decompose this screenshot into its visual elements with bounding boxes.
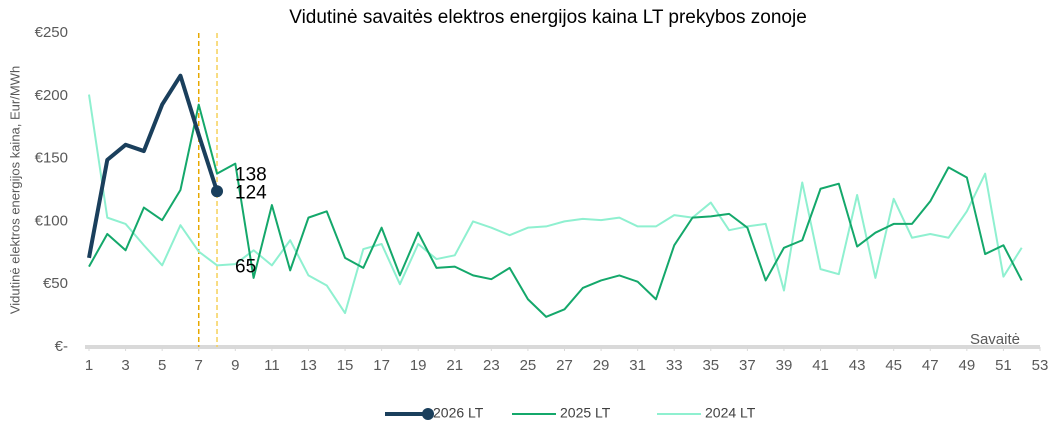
x-tick-label: 13 [300,357,317,374]
series-line [87,73,219,259]
x-tick-label: 21 [446,357,463,374]
y-axis-label: Vidutinė elektros energijos kaina, Eur/M… [7,66,22,314]
legend-label: 2026 LT [433,405,484,421]
legend-label: 2025 LT [560,405,611,421]
x-tick-label: 43 [849,357,866,374]
x-tick-label: 45 [885,357,902,374]
series-line [88,94,1023,315]
y-tick-label: €100 [35,212,68,229]
x-tick-label: 5 [158,357,166,374]
x-tick-label: 29 [593,357,610,374]
data-label: 65 [235,256,256,277]
y-tick-label: €- [55,338,68,355]
x-tick-label: 15 [337,357,354,374]
x-tick-label: 23 [483,357,500,374]
x-tick-label: 25 [520,357,537,374]
x-tick-label: 39 [776,357,793,374]
data-label: 124 [235,182,267,203]
x-axis-label: Savaitė [970,331,1020,348]
x-tick-label: 17 [373,357,390,374]
x-tick-label: 3 [121,357,129,374]
x-tick-label: 27 [556,357,573,374]
x-tick-label: 19 [410,357,427,374]
chart-title: Vidutinė savaitės elektros energijos kai… [289,7,807,28]
y-tick-label: €50 [43,275,68,292]
x-tick-label: 1 [85,357,93,374]
x-tick-label: 37 [739,357,756,374]
x-tick-label: 41 [812,357,829,374]
x-tick-label: 47 [922,357,939,374]
x-tick-label: 33 [666,357,683,374]
x-tick-label: 31 [629,357,646,374]
legend-label: 2024 LT [705,405,756,421]
legend-marker [422,408,434,420]
y-tick-label: €200 [35,87,68,104]
x-tick-label: 51 [995,357,1012,374]
marker [211,185,224,198]
x-tick-label: 9 [231,357,239,374]
x-tick-label: 35 [702,357,719,374]
x-tick-label: 7 [195,357,203,374]
series-line [88,103,1023,318]
x-tick-label: 53 [1032,357,1049,374]
y-tick-label: €150 [35,150,68,167]
y-tick-label: €250 [35,24,68,41]
x-tick-label: 49 [959,357,976,374]
x-tick-label: 11 [264,357,280,374]
data-label: 138 [235,165,267,186]
